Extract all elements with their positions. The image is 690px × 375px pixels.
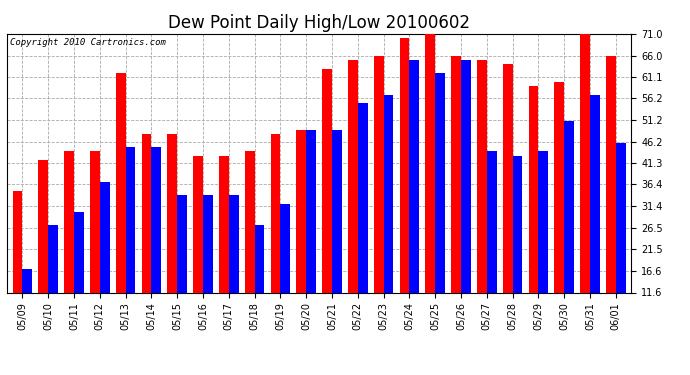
Bar <box>477 60 487 292</box>
Bar <box>606 56 616 292</box>
Bar <box>306 130 316 292</box>
Bar <box>193 156 203 292</box>
Bar <box>555 82 564 292</box>
Bar <box>487 152 497 292</box>
Bar <box>141 134 151 292</box>
Bar <box>358 104 368 292</box>
Bar <box>538 152 549 292</box>
Bar <box>229 195 239 292</box>
Bar <box>100 182 110 292</box>
Bar <box>322 69 332 292</box>
Bar <box>90 152 100 292</box>
Bar <box>280 204 290 292</box>
Bar <box>461 60 471 292</box>
Bar <box>616 142 626 292</box>
Title: Dew Point Daily High/Low 20100602: Dew Point Daily High/Low 20100602 <box>168 14 470 32</box>
Bar <box>39 160 48 292</box>
Bar <box>255 225 264 292</box>
Bar <box>297 130 306 292</box>
Bar <box>177 195 187 292</box>
Bar <box>126 147 135 292</box>
Bar <box>426 29 435 292</box>
Bar <box>116 73 126 292</box>
Bar <box>270 134 280 292</box>
Bar <box>348 60 358 292</box>
Bar <box>332 130 342 292</box>
Bar <box>203 195 213 292</box>
Bar <box>400 38 409 292</box>
Bar <box>151 147 161 292</box>
Bar <box>384 95 393 292</box>
Bar <box>529 86 538 292</box>
Bar <box>219 156 229 292</box>
Bar <box>245 152 255 292</box>
Bar <box>22 269 32 292</box>
Bar <box>564 121 574 292</box>
Bar <box>503 64 513 292</box>
Bar <box>451 56 461 292</box>
Bar <box>590 95 600 292</box>
Bar <box>409 60 420 292</box>
Bar <box>168 134 177 292</box>
Bar <box>12 190 22 292</box>
Bar <box>64 152 74 292</box>
Bar <box>435 73 445 292</box>
Bar <box>74 212 83 292</box>
Bar <box>374 56 384 292</box>
Bar <box>48 225 58 292</box>
Bar <box>580 34 590 292</box>
Text: Copyright 2010 Cartronics.com: Copyright 2010 Cartronics.com <box>10 38 166 46</box>
Bar <box>513 156 522 292</box>
